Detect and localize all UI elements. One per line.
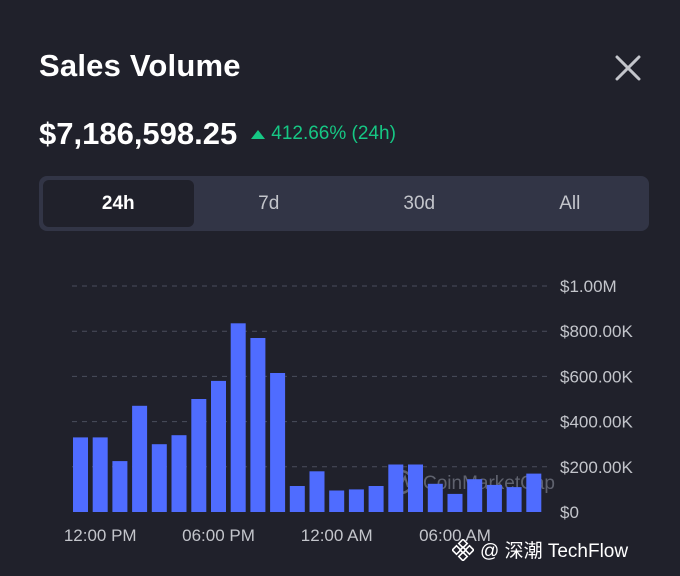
close-button[interactable] bbox=[612, 52, 644, 84]
watermark-text: CoinMarketCap bbox=[423, 473, 555, 494]
total-volume: $7,186,598.25 bbox=[39, 116, 238, 151]
tab-30d[interactable]: 30d bbox=[403, 192, 436, 214]
volume-bar[interactable] bbox=[171, 435, 187, 512]
volume-bar[interactable] bbox=[329, 490, 345, 513]
y-tick-label: $400.00K bbox=[560, 413, 633, 432]
volume-bar[interactable] bbox=[270, 373, 286, 512]
volume-bar[interactable] bbox=[309, 471, 325, 512]
close-icon bbox=[615, 55, 641, 81]
volume-bar[interactable] bbox=[506, 487, 522, 512]
change-percent: 412.66% (24h) bbox=[271, 123, 396, 144]
y-tick-label: $0 bbox=[560, 503, 579, 522]
chart-bars bbox=[73, 323, 542, 513]
volume-bar[interactable] bbox=[73, 437, 88, 512]
tab-7d[interactable]: 7d bbox=[258, 192, 280, 214]
volume-bar[interactable] bbox=[132, 405, 148, 512]
x-tick-label: 06:00 PM bbox=[182, 526, 255, 545]
price-row: $7,186,598.25 412.66% (24h) bbox=[39, 116, 396, 152]
volume-bar[interactable] bbox=[289, 486, 305, 512]
x-axis-labels: 12:00 PM 06:00 PM 12:00 AM 06:00 AM bbox=[64, 526, 491, 545]
volume-bar[interactable] bbox=[348, 489, 364, 512]
volume-bar[interactable] bbox=[211, 380, 226, 512]
volume-bar[interactable] bbox=[230, 323, 246, 512]
volume-bar[interactable] bbox=[92, 437, 108, 512]
modal-title: Sales Volume bbox=[39, 48, 241, 83]
y-tick-label: $200.00K bbox=[560, 458, 633, 477]
volume-bar[interactable] bbox=[427, 483, 443, 513]
x-tick-label: 12:00 AM bbox=[301, 526, 373, 545]
volume-bar[interactable] bbox=[112, 461, 128, 512]
volume-bar[interactable] bbox=[447, 493, 463, 512]
binance-logo-icon bbox=[452, 538, 474, 561]
volume-bar[interactable] bbox=[408, 464, 423, 513]
tab-24h[interactable]: 24h bbox=[43, 180, 194, 227]
volume-bar[interactable] bbox=[486, 484, 502, 512]
tab-all[interactable]: All bbox=[559, 192, 581, 214]
y-tick-label: $800.00K bbox=[560, 322, 633, 341]
y-axis-labels: $1.00M $800.00K $600.00K $400.00K $200.00K $0 bbox=[560, 277, 633, 522]
volume-bar[interactable] bbox=[467, 479, 483, 512]
volume-bar[interactable] bbox=[526, 473, 542, 512]
change-badge: 412.66% (24h) bbox=[251, 123, 396, 145]
volume-bar[interactable] bbox=[250, 338, 266, 512]
footer-text: @ 深潮 TechFlow bbox=[480, 541, 629, 562]
time-range-tabs: 24h 7d 30d All bbox=[39, 176, 649, 231]
x-tick-label: 06:00 AM bbox=[419, 526, 491, 545]
y-tick-label: $600.00K bbox=[560, 367, 633, 386]
volume-bar[interactable] bbox=[151, 444, 167, 512]
volume-bar[interactable] bbox=[388, 464, 404, 513]
y-tick-label: $1.00M bbox=[560, 277, 617, 296]
volume-bar[interactable] bbox=[368, 486, 384, 512]
x-tick-label: 12:00 PM bbox=[64, 526, 137, 545]
volume-bar[interactable] bbox=[191, 399, 207, 512]
triangle-up-icon bbox=[251, 129, 266, 139]
footer-credit: @ 深潮 TechFlow bbox=[452, 536, 628, 563]
